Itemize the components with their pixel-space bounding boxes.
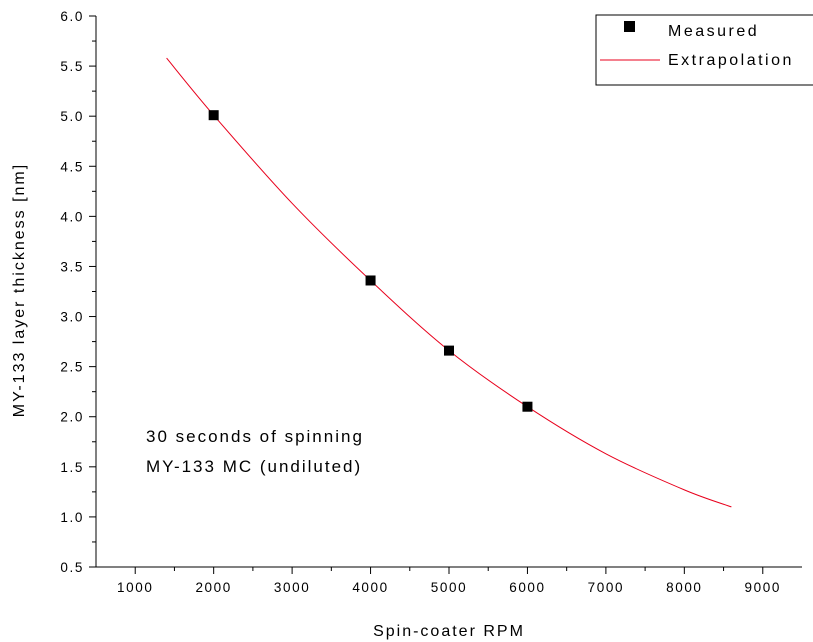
legend-marker-measured [624, 21, 635, 32]
y-tick-label: 5.5 [60, 59, 84, 74]
y-tick-label: 0.5 [60, 560, 84, 575]
annotation-line-2: MY-133 MC (undiluted) [146, 457, 362, 476]
x-tick-label: 8000 [666, 580, 702, 595]
measured-point [208, 110, 219, 121]
legend: Measured Extrapolation [595, 14, 813, 86]
measured-point [444, 345, 454, 356]
x-tick-label: 4000 [352, 580, 388, 595]
y-tick-label: 1.5 [60, 460, 84, 475]
x-tick-label: 6000 [509, 580, 545, 595]
x-tick-label: 2000 [195, 580, 231, 595]
y-tick-label: 5.0 [60, 109, 84, 124]
measured-point [365, 275, 376, 286]
y-tick-label: 6.0 [60, 9, 84, 24]
legend-label-extrapolation: Extrapolation [668, 52, 794, 69]
x-axis-title: Spin-coater RPM [373, 623, 525, 640]
y-tick-label: 4.0 [60, 209, 84, 224]
x-tick-label: 1000 [117, 580, 153, 595]
extrapolation-series [166, 57, 732, 508]
y-tick-label: 4.5 [60, 159, 84, 174]
y-tick-label: 2.0 [60, 410, 84, 425]
x-tick-label: 5000 [431, 580, 467, 595]
axes [89, 15, 802, 574]
y-tick-label: 2.5 [60, 360, 84, 375]
extrapolation-curve [166, 57, 732, 508]
measured-series [208, 110, 533, 412]
x-tick-label: 7000 [588, 580, 624, 595]
x-tick-label: 3000 [274, 580, 310, 595]
x-tick-label: 9000 [745, 580, 781, 595]
annotation-line-1: 30 seconds of spinning [146, 427, 364, 446]
y-tick-label: 3.0 [60, 310, 84, 325]
legend-label-measured: Measured [668, 23, 759, 40]
measured-point [522, 401, 533, 412]
y-axis-title: MY-133 layer thickness [nm] [11, 163, 28, 417]
y-tick-label: 1.0 [60, 510, 84, 525]
tick-labels: 1000 2000 3000 4000 5000 6000 7000 8000 9000 0.5 1… [60, 9, 781, 595]
y-tick-label: 3.5 [60, 259, 84, 274]
